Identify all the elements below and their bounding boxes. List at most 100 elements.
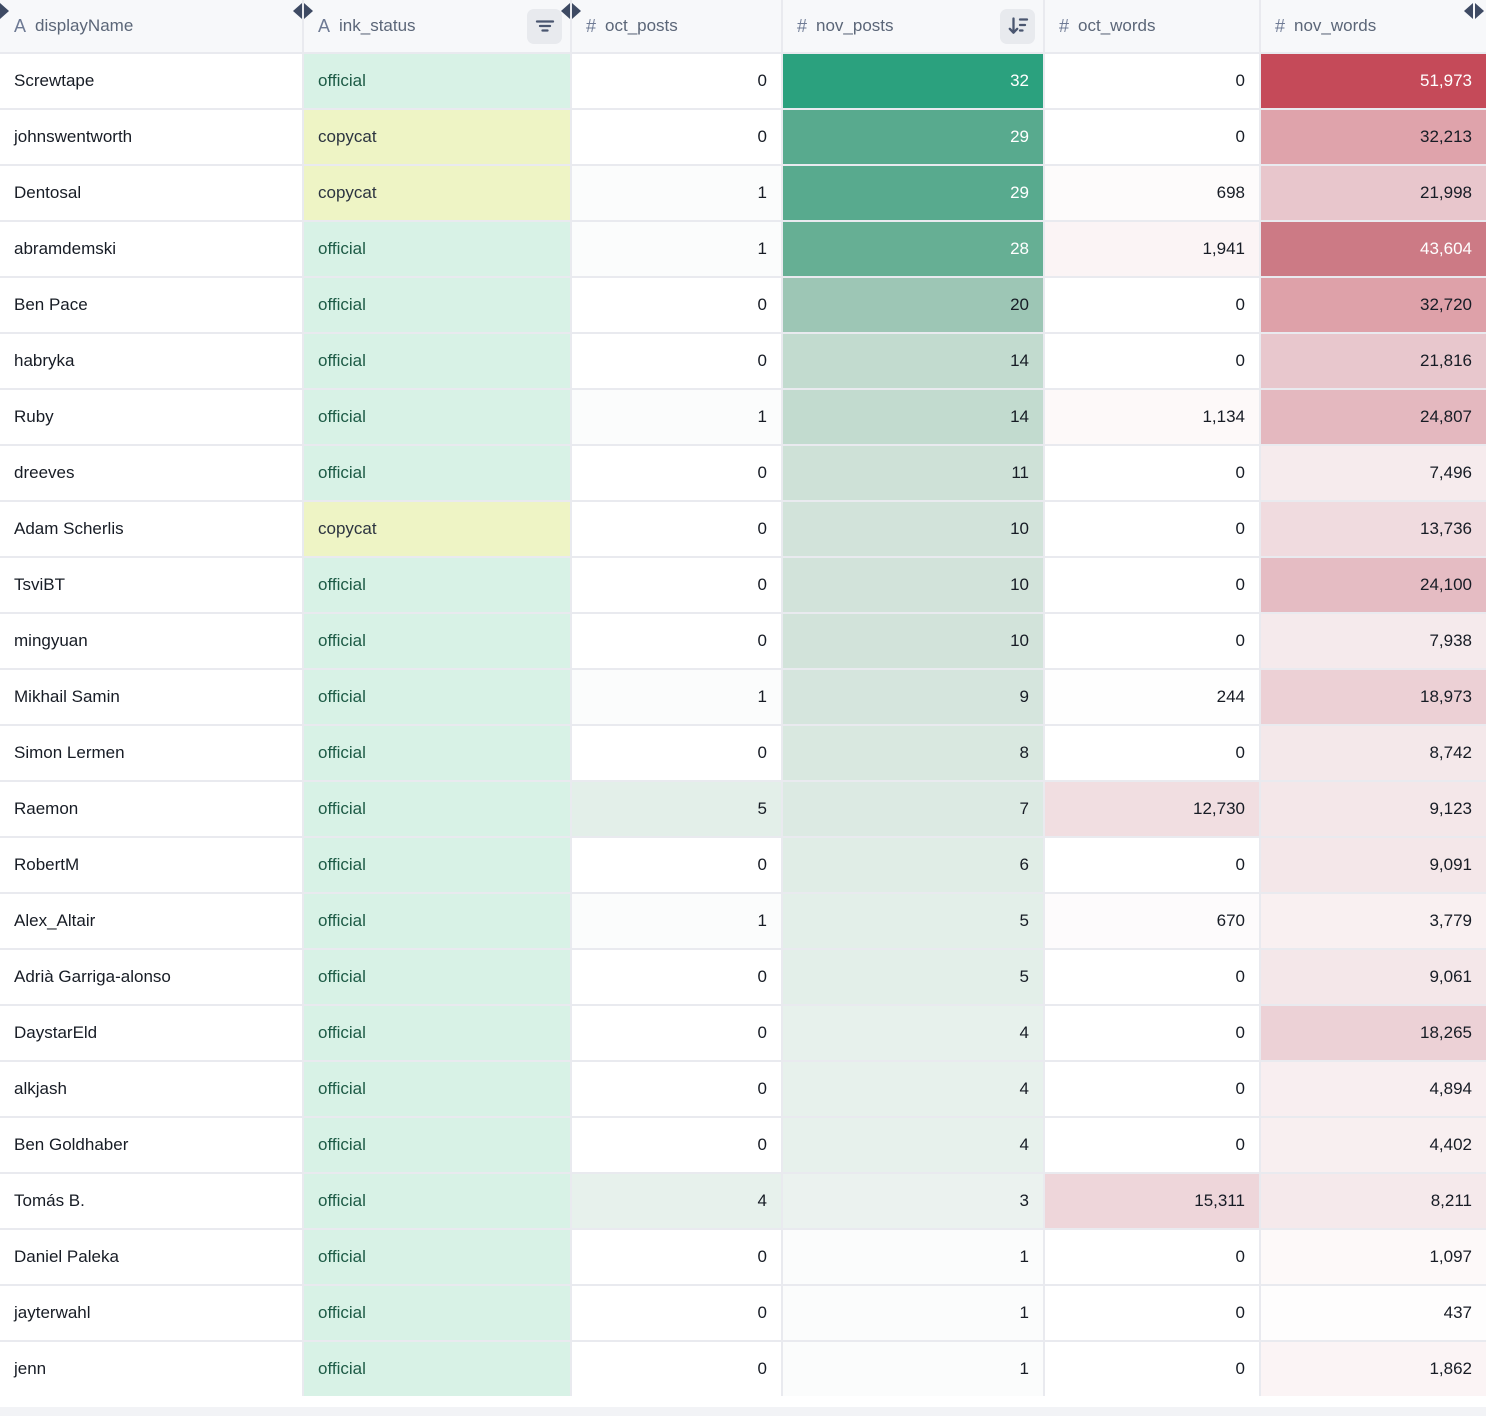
cell-nov-posts[interactable]: 11 xyxy=(783,446,1043,500)
cell-oct-words[interactable]: 0 xyxy=(1045,1342,1259,1396)
cell-nov-posts[interactable]: 28 xyxy=(783,222,1043,276)
cell-ink-status-badge[interactable]: official xyxy=(304,1006,570,1060)
cell-nov-words[interactable]: 9,123 xyxy=(1261,782,1486,836)
column-header-ink-status[interactable]: A ink_status xyxy=(304,0,570,52)
cell-ink-status-badge[interactable]: official xyxy=(304,222,570,276)
cell-oct-posts[interactable]: 0 xyxy=(572,1286,781,1340)
cell-displayname[interactable]: johnswentworth xyxy=(0,110,302,164)
cell-oct-posts[interactable]: 0 xyxy=(572,1118,781,1172)
cell-nov-posts[interactable]: 4 xyxy=(783,1118,1043,1172)
cell-nov-words[interactable]: 13,736 xyxy=(1261,502,1486,556)
cell-nov-posts[interactable]: 14 xyxy=(783,390,1043,444)
cell-oct-posts[interactable]: 0 xyxy=(572,502,781,556)
cell-oct-words[interactable]: 670 xyxy=(1045,894,1259,948)
cell-nov-words[interactable]: 7,496 xyxy=(1261,446,1486,500)
cell-ink-status-badge[interactable]: official xyxy=(304,1174,570,1228)
cell-displayname[interactable]: abramdemski xyxy=(0,222,302,276)
cell-oct-words[interactable]: 0 xyxy=(1045,1286,1259,1340)
cell-displayname[interactable]: Screwtape xyxy=(0,54,302,108)
cell-oct-words[interactable]: 12,730 xyxy=(1045,782,1259,836)
cell-ink-status-badge[interactable]: official xyxy=(304,726,570,780)
cell-displayname[interactable]: habryka xyxy=(0,334,302,388)
column-resize-handle[interactable] xyxy=(1464,3,1484,19)
cell-nov-words[interactable]: 24,100 xyxy=(1261,558,1486,612)
cell-ink-status-badge[interactable]: official xyxy=(304,278,570,332)
cell-displayname[interactable]: Tomás B. xyxy=(0,1174,302,1228)
cell-oct-posts[interactable]: 1 xyxy=(572,222,781,276)
horizontal-scrollbar-track[interactable] xyxy=(0,1407,1486,1416)
cell-oct-posts[interactable]: 0 xyxy=(572,614,781,668)
cell-nov-words[interactable]: 8,742 xyxy=(1261,726,1486,780)
column-header-oct-posts[interactable]: # oct_posts xyxy=(572,0,781,52)
cell-nov-posts[interactable]: 5 xyxy=(783,950,1043,1004)
cell-displayname[interactable]: Raemon xyxy=(0,782,302,836)
cell-displayname[interactable]: TsviBT xyxy=(0,558,302,612)
cell-nov-words[interactable]: 9,091 xyxy=(1261,838,1486,892)
cell-nov-posts[interactable]: 20 xyxy=(783,278,1043,332)
cell-displayname[interactable]: Daniel Paleka xyxy=(0,1230,302,1284)
cell-oct-posts[interactable]: 5 xyxy=(572,782,781,836)
cell-oct-posts[interactable]: 0 xyxy=(572,278,781,332)
column-header-displayname[interactable]: A displayName xyxy=(0,0,302,52)
cell-oct-words[interactable]: 15,311 xyxy=(1045,1174,1259,1228)
cell-nov-posts[interactable]: 1 xyxy=(783,1286,1043,1340)
cell-nov-posts[interactable]: 14 xyxy=(783,334,1043,388)
cell-nov-posts[interactable]: 8 xyxy=(783,726,1043,780)
cell-nov-posts[interactable]: 10 xyxy=(783,614,1043,668)
cell-oct-words[interactable]: 698 xyxy=(1045,166,1259,220)
cell-oct-posts[interactable]: 1 xyxy=(572,390,781,444)
cell-displayname[interactable]: Mikhail Samin xyxy=(0,670,302,724)
cell-displayname[interactable]: mingyuan xyxy=(0,614,302,668)
cell-nov-words[interactable]: 32,213 xyxy=(1261,110,1486,164)
cell-ink-status-badge[interactable]: official xyxy=(304,950,570,1004)
cell-nov-words[interactable]: 32,720 xyxy=(1261,278,1486,332)
cell-nov-posts[interactable]: 9 xyxy=(783,670,1043,724)
cell-oct-words[interactable]: 0 xyxy=(1045,1006,1259,1060)
cell-ink-status-badge[interactable]: official xyxy=(304,670,570,724)
cell-nov-words[interactable]: 43,604 xyxy=(1261,222,1486,276)
cell-oct-words[interactable]: 244 xyxy=(1045,670,1259,724)
cell-oct-posts[interactable]: 0 xyxy=(572,446,781,500)
cell-displayname[interactable]: RobertM xyxy=(0,838,302,892)
cell-oct-posts[interactable]: 0 xyxy=(572,726,781,780)
cell-displayname[interactable]: jenn xyxy=(0,1342,302,1396)
cell-oct-posts[interactable]: 0 xyxy=(572,838,781,892)
cell-oct-posts[interactable]: 0 xyxy=(572,1062,781,1116)
cell-ink-status-badge[interactable]: official xyxy=(304,1062,570,1116)
cell-ink-status-badge[interactable]: official xyxy=(304,1286,570,1340)
cell-nov-posts[interactable]: 1 xyxy=(783,1342,1043,1396)
cell-nov-words[interactable]: 1,097 xyxy=(1261,1230,1486,1284)
cell-ink-status-badge[interactable]: official xyxy=(304,390,570,444)
column-resize-handle[interactable] xyxy=(293,3,313,19)
column-resize-handle[interactable] xyxy=(0,3,9,19)
cell-nov-posts[interactable]: 5 xyxy=(783,894,1043,948)
cell-oct-posts[interactable]: 0 xyxy=(572,950,781,1004)
cell-nov-posts[interactable]: 3 xyxy=(783,1174,1043,1228)
cell-ink-status-badge[interactable]: official xyxy=(304,558,570,612)
cell-nov-words[interactable]: 21,816 xyxy=(1261,334,1486,388)
cell-oct-words[interactable]: 1,941 xyxy=(1045,222,1259,276)
cell-oct-posts[interactable]: 1 xyxy=(572,166,781,220)
cell-oct-words[interactable]: 0 xyxy=(1045,1230,1259,1284)
cell-nov-words[interactable]: 7,938 xyxy=(1261,614,1486,668)
cell-nov-posts[interactable]: 32 xyxy=(783,54,1043,108)
cell-displayname[interactable]: Ben Pace xyxy=(0,278,302,332)
sort-descending-button[interactable] xyxy=(1000,8,1035,44)
cell-nov-words[interactable]: 24,807 xyxy=(1261,390,1486,444)
cell-ink-status-badge[interactable]: official xyxy=(304,1342,570,1396)
cell-oct-posts[interactable]: 1 xyxy=(572,894,781,948)
cell-displayname[interactable]: alkjash xyxy=(0,1062,302,1116)
cell-nov-words[interactable]: 1,862 xyxy=(1261,1342,1486,1396)
cell-ink-status-badge[interactable]: copycat xyxy=(304,166,570,220)
cell-oct-posts[interactable]: 0 xyxy=(572,1230,781,1284)
cell-nov-words[interactable]: 4,894 xyxy=(1261,1062,1486,1116)
cell-oct-words[interactable]: 0 xyxy=(1045,1062,1259,1116)
cell-nov-words[interactable]: 51,973 xyxy=(1261,54,1486,108)
cell-oct-words[interactable]: 0 xyxy=(1045,334,1259,388)
cell-oct-posts[interactable]: 0 xyxy=(572,334,781,388)
cell-nov-posts[interactable]: 10 xyxy=(783,502,1043,556)
cell-displayname[interactable]: Adam Scherlis xyxy=(0,502,302,556)
cell-nov-words[interactable]: 21,998 xyxy=(1261,166,1486,220)
cell-nov-words[interactable]: 437 xyxy=(1261,1286,1486,1340)
column-header-nov-posts[interactable]: # nov_posts xyxy=(783,0,1043,52)
